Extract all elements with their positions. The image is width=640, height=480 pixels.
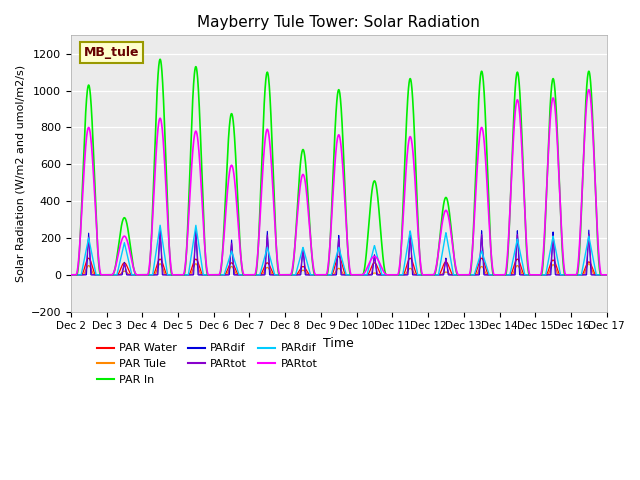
Y-axis label: Solar Radiation (W/m2 and umol/m2/s): Solar Radiation (W/m2 and umol/m2/s) xyxy=(15,65,25,282)
Legend: PAR Water, PAR Tule, PAR In, PARdif, PARtot, PARdif, PARtot: PAR Water, PAR Tule, PAR In, PARdif, PAR… xyxy=(92,339,322,389)
Text: MB_tule: MB_tule xyxy=(84,46,140,59)
X-axis label: Time: Time xyxy=(323,337,354,350)
Title: Mayberry Tule Tower: Solar Radiation: Mayberry Tule Tower: Solar Radiation xyxy=(197,15,480,30)
